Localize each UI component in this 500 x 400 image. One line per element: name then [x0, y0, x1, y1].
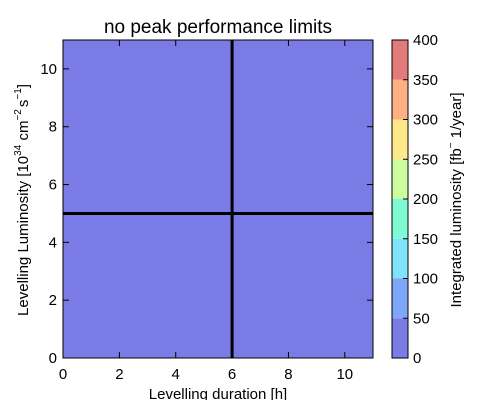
colorbar-tick-label: 350: [413, 72, 438, 89]
x-tick-label: 6: [228, 366, 236, 383]
y-tick-label: 6: [49, 177, 57, 194]
colorbar-tick-label: 100: [413, 271, 438, 288]
colorbar-band: [392, 199, 408, 239]
colorbar-tick-label: 200: [413, 191, 438, 208]
filled-contour-region: [63, 40, 373, 358]
colorbar-tick-label: 150: [413, 231, 438, 248]
colorbar-band: [392, 318, 408, 358]
x-axis: 0 2 4 6 8 10: [59, 40, 353, 383]
colorbar-band: [392, 40, 408, 80]
x-axis-label: Levelling duration [h]: [149, 386, 287, 400]
x-tick-label: 4: [172, 366, 180, 383]
y-tick-label: 4: [49, 234, 57, 251]
y-tick-label: 0: [49, 350, 57, 367]
colorbar-band: [392, 159, 408, 199]
colorbar-label: Integrated luminosity [fb−1/year]: [446, 93, 465, 308]
colorbar-band: [392, 238, 408, 279]
y-tick-label: 10: [40, 61, 57, 78]
y-axis-label: Levelling Luminosity [1034 cm−2s−1]: [13, 84, 32, 316]
colorbar-band: [392, 79, 408, 120]
colorbar-tick-label: 50: [413, 310, 430, 327]
x-tick-label: 8: [284, 366, 292, 383]
y-tick-label: 8: [49, 119, 57, 136]
colorbar-tick-label: 400: [413, 32, 438, 49]
colorbar-tick-label: 300: [413, 112, 438, 129]
colorbar-band: [392, 119, 408, 160]
chart-title: no peak performance limits: [104, 17, 332, 38]
x-tick-label: 10: [336, 366, 353, 383]
y-axis: 0 2 4 6 8 10: [40, 61, 373, 367]
x-tick-label: 2: [115, 366, 123, 383]
colorbar: 0 50 100 150 200 250 300 350 400: [391, 32, 438, 367]
colorbar-band: [392, 278, 408, 319]
plot-frame: [62, 39, 374, 359]
colorbar-tick-label: 0: [413, 350, 421, 367]
plot-area: [62, 39, 374, 359]
x-tick-label: 0: [59, 366, 67, 383]
colorbar-tick-label: 250: [413, 151, 438, 168]
y-tick-label: 2: [49, 292, 57, 309]
